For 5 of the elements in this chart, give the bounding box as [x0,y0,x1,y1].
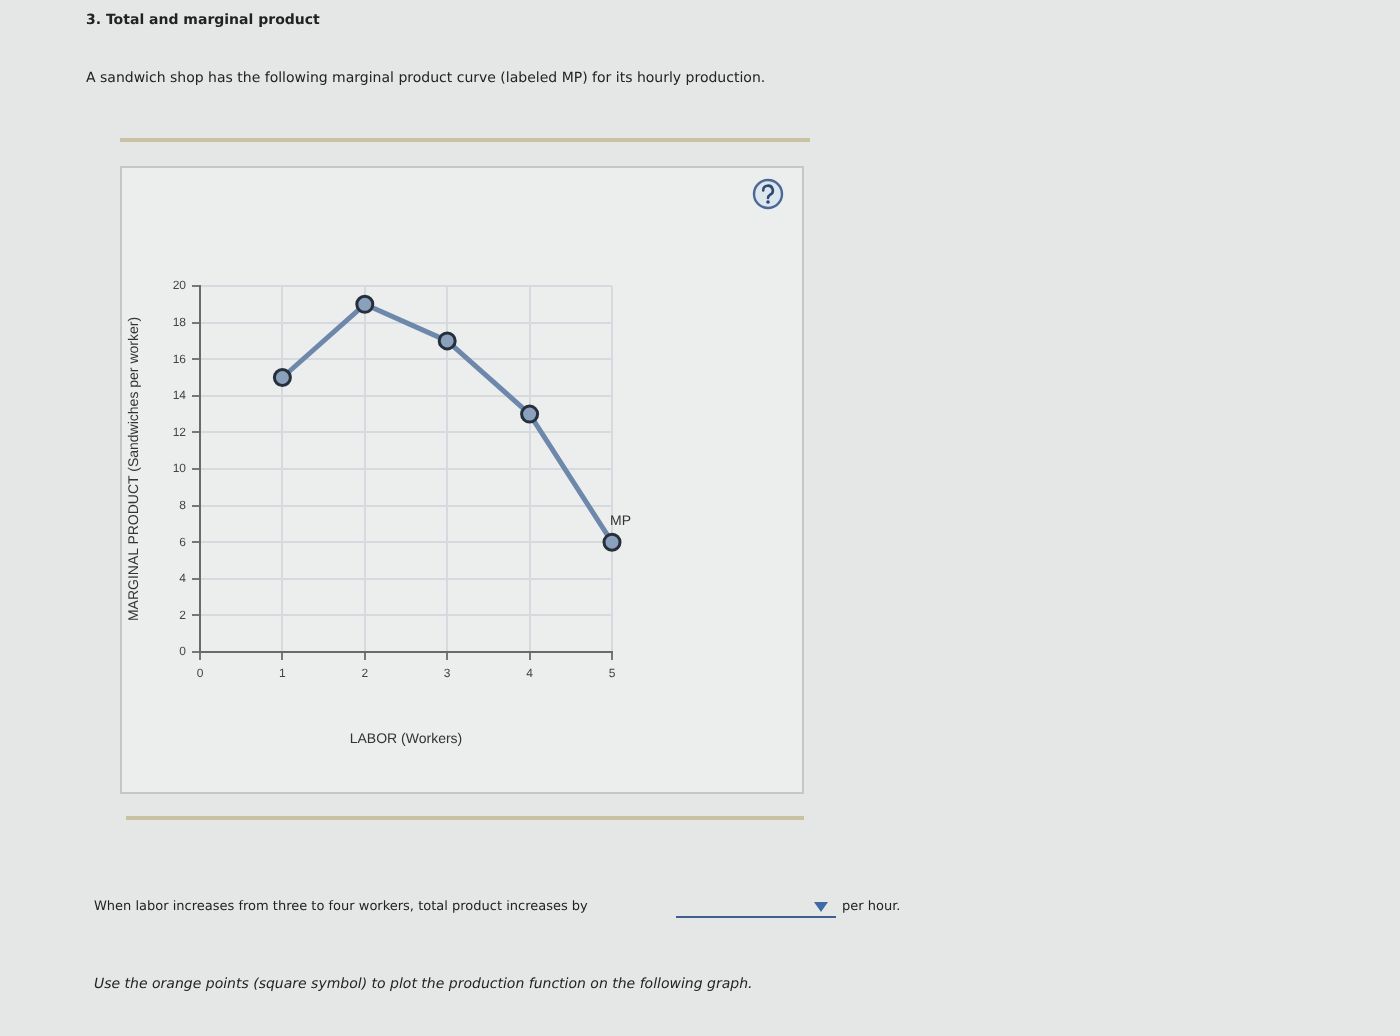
point [520,404,540,424]
point [602,532,622,552]
point [272,368,292,387]
point [437,331,457,351]
point [355,294,375,314]
